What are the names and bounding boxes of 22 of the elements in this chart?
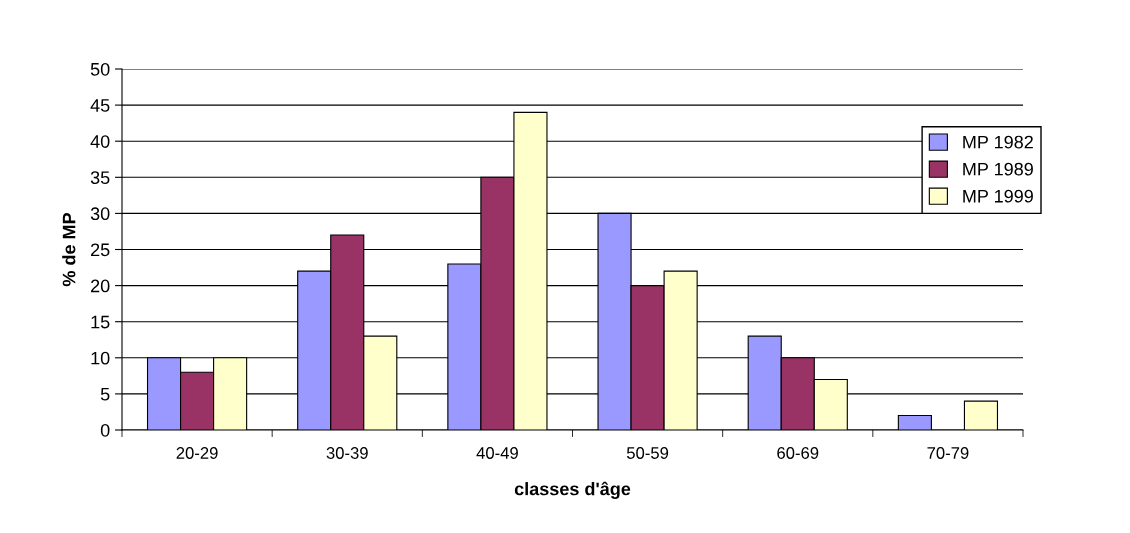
y-tick-label: 35 [90, 171, 110, 185]
y-tick-label: 40 [90, 135, 110, 148]
y-tick-label: 15 [91, 315, 110, 329]
x-tick-label: 30-39 [326, 447, 368, 459]
y-tick-label: 25 [91, 243, 110, 257]
y-tick-label: 45 [90, 99, 110, 112]
legend-label: MP 1989 [963, 162, 1033, 176]
y-tick-label: 20 [91, 279, 110, 293]
y-tick-label: 30 [90, 207, 110, 221]
y-tick-label: 5 [100, 388, 110, 401]
legend-label: MP 1999 [963, 189, 1033, 203]
x-tick-label: 60-69 [777, 447, 819, 459]
x-axis-title: classes d'âge [514, 481, 631, 499]
x-tick-label: 20-29 [176, 447, 218, 459]
legend-label: MP 1982 [963, 135, 1033, 149]
y-axis-title: % de MP [62, 213, 76, 287]
y-tick-label: 50 [90, 62, 110, 76]
x-tick-label: 70-79 [927, 447, 969, 459]
y-tick-label: 0 [100, 423, 110, 437]
y-tick-label: 10 [91, 351, 110, 365]
x-tick-label: 40-49 [476, 447, 518, 459]
x-tick-label: 50-59 [626, 447, 669, 459]
